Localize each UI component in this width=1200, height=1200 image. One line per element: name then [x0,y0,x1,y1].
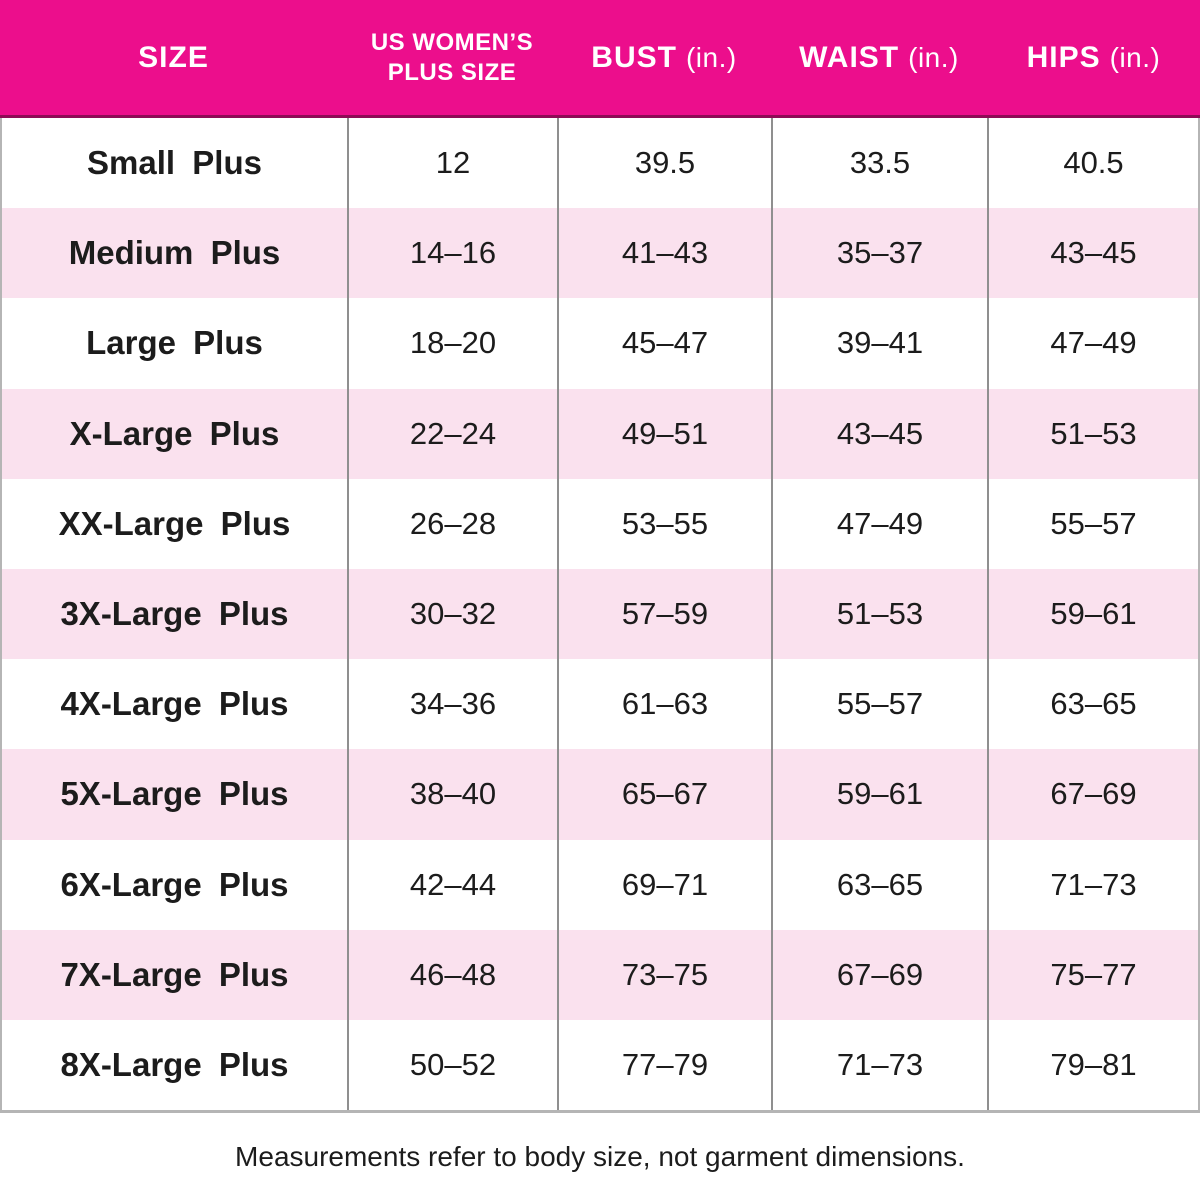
cell-waist: 59–61 [771,749,987,840]
cell-us-plus-size: 22–24 [347,388,557,479]
cell-hips: 67–69 [987,749,1198,840]
cell-hips: 63–65 [987,659,1198,750]
cell-waist: 39–41 [771,298,987,389]
table-row-4x-large-plus: 4X-Large Plus 34–36 61–63 55–57 63–65 [2,659,1198,750]
table-row-x-large-plus: X-Large Plus 22–24 49–51 43–45 51–53 [2,388,1198,479]
column-header-bust: BUST (in.) [557,41,771,75]
cell-us-plus-size: 50–52 [347,1019,557,1111]
cell-us-plus-size: 34–36 [347,659,557,750]
cell-waist: 35–37 [771,208,987,299]
cell-waist: 33.5 [771,118,987,209]
cell-bust: 77–79 [557,1019,771,1111]
table-row-large-plus: Large Plus 18–20 45–47 39–41 47–49 [2,298,1198,389]
cell-waist: 51–53 [771,568,987,660]
cell-waist: 71–73 [771,1019,987,1111]
cell-size: 7X-Large Plus [60,955,289,993]
cell-size: Large Plus [86,324,263,362]
table-row-5x-large-plus: 5X-Large Plus 38–40 65–67 59–61 67–69 [2,749,1198,840]
cell-size: Small Plus [87,144,262,182]
cell-us-plus-size: 46–48 [347,929,557,1020]
cell-us-plus-size: 38–40 [347,749,557,840]
footnote: Measurements refer to body size, not gar… [0,1113,1200,1200]
cell-us-plus-size: 14–16 [347,208,557,299]
cell-bust: 73–75 [557,929,771,1020]
cell-waist: 55–57 [771,659,987,750]
cell-hips: 55–57 [987,478,1198,569]
cell-us-plus-size: 42–44 [347,839,557,930]
cell-bust: 49–51 [557,388,771,479]
table-row-6x-large-plus: 6X-Large Plus 42–44 69–71 63–65 71–73 [2,839,1198,930]
cell-waist: 63–65 [771,839,987,930]
cell-bust: 41–43 [557,208,771,299]
table-body: Small Plus 12 39.5 33.5 40.5 Medium Plus… [0,118,1200,1113]
cell-hips: 75–77 [987,929,1198,1020]
cell-size: 3X-Large Plus [60,595,289,633]
table-row-7x-large-plus: 7X-Large Plus 46–48 73–75 67–69 75–77 [2,929,1198,1020]
column-header-hips: HIPS (in.) [987,41,1200,75]
column-header-waist-unit: (in.) [908,41,959,73]
cell-size: XX-Large Plus [58,504,291,542]
column-header-hips-unit: (in.) [1109,41,1161,73]
table-row-8x-large-plus: 8X-Large Plus 50–52 77–79 71–73 79–81 [2,1019,1198,1111]
cell-size: Medium Plus [68,234,281,272]
column-header-bust-unit: (in.) [685,41,737,73]
cell-hips: 47–49 [987,298,1198,389]
cell-hips: 71–73 [987,839,1198,930]
cell-us-plus-size: 26–28 [347,478,557,569]
cell-size: 8X-Large Plus [60,1045,289,1083]
cell-us-plus-size: 30–32 [347,568,557,660]
cell-hips: 59–61 [987,568,1198,660]
cell-hips: 40.5 [987,118,1198,209]
table-row-small-plus: Small Plus 12 39.5 33.5 40.5 [2,118,1198,209]
column-header-waist: WAIST (in.) [771,41,987,75]
column-header-us-plus-size-line1: US WOMEN’S [370,28,534,56]
column-header-us-plus-size-line2: PLUS SIZE [387,58,517,86]
cell-bust: 57–59 [557,568,771,660]
cell-size: 5X-Large Plus [60,775,289,813]
cell-size: X-Large Plus [69,414,280,452]
cell-bust: 39.5 [557,118,771,209]
cell-us-plus-size: 12 [347,118,557,209]
cell-bust: 69–71 [557,839,771,930]
column-header-bust-label: BUST [591,40,677,74]
table-header: SIZE US WOMEN’S PLUS SIZE BUST (in.) WAI… [0,0,1200,118]
table-row-3x-large-plus: 3X-Large Plus 30–32 57–59 51–53 59–61 [2,568,1198,660]
cell-size: 6X-Large Plus [60,865,289,903]
cell-bust: 45–47 [557,298,771,389]
cell-bust: 61–63 [557,659,771,750]
column-header-size: SIZE [0,41,347,75]
column-header-waist-label: WAIST [799,40,900,74]
cell-waist: 47–49 [771,478,987,569]
column-header-us-plus-size: US WOMEN’S PLUS SIZE [347,28,557,88]
cell-hips: 51–53 [987,388,1198,479]
cell-us-plus-size: 18–20 [347,298,557,389]
cell-hips: 43–45 [987,208,1198,299]
column-header-hips-label: HIPS [1026,40,1101,74]
cell-waist: 43–45 [771,388,987,479]
cell-hips: 79–81 [987,1019,1198,1111]
table-row-medium-plus: Medium Plus 14–16 41–43 35–37 43–45 [2,208,1198,299]
footnote-text: Measurements refer to body size, not gar… [235,1140,965,1172]
column-header-size-label: SIZE [138,40,209,74]
cell-bust: 65–67 [557,749,771,840]
cell-waist: 67–69 [771,929,987,1020]
cell-size: 4X-Large Plus [60,685,289,723]
table-row-xx-large-plus: XX-Large Plus 26–28 53–55 47–49 55–57 [2,478,1198,569]
cell-bust: 53–55 [557,478,771,569]
